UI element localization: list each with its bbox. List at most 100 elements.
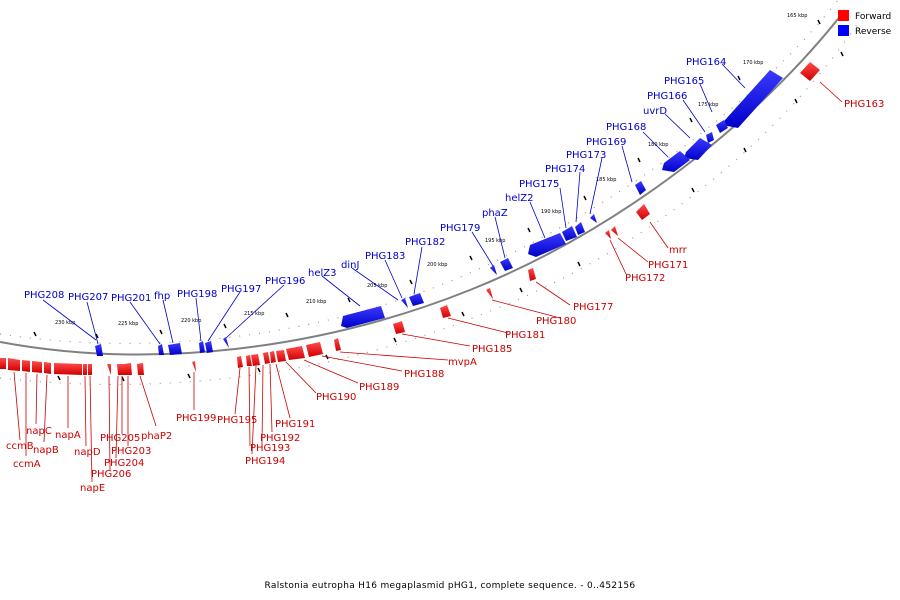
gene-label-PHG182[interactable]: PHG182 <box>405 237 445 248</box>
gene-label-dinJ[interactable]: dinJ <box>341 260 359 271</box>
gene-label-PHG191[interactable]: PHG191 <box>275 419 315 430</box>
gene-label-PHG201[interactable]: PHG201 <box>111 293 151 304</box>
gene-arrow-PHG174[interactable] <box>575 222 585 235</box>
gene-arrow-PHG165[interactable] <box>716 120 728 133</box>
gene-label-helZ3[interactable]: helZ3 <box>308 268 336 279</box>
gene-label-PHG165[interactable]: PHG165 <box>664 76 704 87</box>
gene-label-PHG174[interactable]: PHG174 <box>545 164 585 175</box>
gene-arrow-PHG194[interactable] <box>246 355 252 366</box>
gene-label-napB[interactable]: napB <box>33 445 59 456</box>
gene-arrow-fhp[interactable] <box>168 343 182 355</box>
gene-label-PHG189[interactable]: PHG189 <box>359 382 399 393</box>
gene-arrow-napB[interactable] <box>44 362 51 374</box>
gene-label-PHG183[interactable]: PHG183 <box>365 251 405 262</box>
gene-label-PHG185[interactable]: PHG185 <box>472 344 512 355</box>
gene-label-PHG177[interactable]: PHG177 <box>573 302 613 313</box>
gene-arrow-PHG189[interactable] <box>286 346 305 360</box>
gene-label-PHG181[interactable]: PHG181 <box>505 330 545 341</box>
gene-arrow-PHG204[interactable] <box>121 364 126 375</box>
gene-label-napE[interactable]: napE <box>80 483 105 494</box>
gene-arrow-PHG190[interactable] <box>276 350 286 362</box>
gene-arrow-PHG166[interactable] <box>706 132 714 143</box>
gene-label-napD[interactable]: napD <box>74 447 101 458</box>
gene-label-PHG195[interactable]: PHG195 <box>217 415 257 426</box>
gene-label-PHG204[interactable]: PHG204 <box>104 458 144 469</box>
gene-label-mrr[interactable]: mrr <box>669 245 688 256</box>
gene-arrow-PHG164[interactable] <box>722 70 783 128</box>
gene-arrow-napA[interactable] <box>54 363 82 375</box>
gene-arrow-PHG177[interactable] <box>528 268 536 281</box>
gene-label-PHG198[interactable]: PHG198 <box>177 289 217 300</box>
gene-label-PHG203[interactable]: PHG203 <box>111 446 151 457</box>
gene-arrow-napD[interactable] <box>83 364 87 375</box>
gene-arrow-PHG169[interactable] <box>635 181 646 195</box>
gene-label-PHG199[interactable]: PHG199 <box>176 413 216 424</box>
gene-arrow-PHG196[interactable] <box>223 337 229 348</box>
gene-label-PHG194[interactable]: PHG194 <box>245 456 285 467</box>
gene-arrow-PHG182[interactable] <box>409 293 424 306</box>
gene-arrow-PHG172[interactable] <box>605 230 611 239</box>
gene-label-PHG192[interactable]: PHG192 <box>260 433 300 444</box>
gene-label-napA[interactable]: napA <box>55 430 81 441</box>
gene-label-PHG168[interactable]: PHG168 <box>606 122 646 133</box>
gene-arrow-ccmA[interactable] <box>8 358 20 371</box>
gene-arrow-helZ2[interactable] <box>528 233 566 257</box>
gene-arrow-PHG201[interactable] <box>158 344 164 355</box>
gene-label-PHG205[interactable]: PHG205 <box>100 433 140 444</box>
gene-label-PHG172[interactable]: PHG172 <box>625 273 665 284</box>
gene-arrow-PHG207[interactable] <box>95 344 103 356</box>
gene-label-mvpA[interactable]: mvpA <box>448 357 477 368</box>
gene-label-PHG193[interactable]: PHG193 <box>250 443 290 454</box>
gene-arrow-ccmB[interactable] <box>22 360 30 372</box>
gene-label-PHG180[interactable]: PHG180 <box>536 316 576 327</box>
gene-arrow-PHG185[interactable] <box>393 321 405 334</box>
gene-arrow-PHG195[interactable] <box>237 356 243 368</box>
gene-label-PHG166[interactable]: PHG166 <box>647 91 687 102</box>
gene-arrow-PHG206[interactable] <box>107 364 111 375</box>
gene-label-fhp[interactable]: fhp <box>154 291 170 302</box>
gene-label-PHG188[interactable]: PHG188 <box>404 369 444 380</box>
gene-arrow-mvpA[interactable] <box>334 338 341 351</box>
gene-label-PHG164[interactable]: PHG164 <box>686 57 726 68</box>
gene-arrow-PHG193[interactable] <box>251 354 260 366</box>
gene-label-PHG196[interactable]: PHG196 <box>265 276 305 287</box>
gene-arrow-helZ3[interactable] <box>341 306 385 328</box>
gene-label-PHG190[interactable]: PHG190 <box>316 392 356 403</box>
gene-arrow-uvrD[interactable] <box>684 138 712 160</box>
gene-arrow-PHG171[interactable] <box>611 226 618 236</box>
gene-label-phaZ[interactable]: phaZ <box>482 208 508 219</box>
gene-arrow-PHG175[interactable] <box>562 226 577 241</box>
gene-label-phaP2[interactable]: phaP2 <box>141 431 172 442</box>
gene-arrow-PHG188[interactable] <box>306 342 323 357</box>
gene-label-PHG169[interactable]: PHG169 <box>586 137 626 148</box>
gene-arrow-phaZ[interactable] <box>500 258 513 271</box>
gene-label-PHG207[interactable]: PHG207 <box>68 292 108 303</box>
gene-arrow-phaP2[interactable] <box>137 363 144 375</box>
gene-label-PHG171[interactable]: PHG171 <box>648 260 688 271</box>
gene-arrow-PHG198[interactable] <box>199 341 205 353</box>
gene-arrow-PHG168[interactable] <box>662 151 690 172</box>
gene-label-uvrD[interactable]: uvrD <box>643 106 667 117</box>
gene-arrow-napC[interactable] <box>32 361 42 373</box>
gene-arrow-PHG191[interactable] <box>270 351 276 363</box>
gene-arrow-PHG192[interactable] <box>263 352 270 364</box>
gene-arrow-PHG199[interactable] <box>192 361 196 372</box>
gene-label-PHG175[interactable]: PHG175 <box>519 179 559 190</box>
gene-arrow-PHG163[interactable] <box>800 62 820 81</box>
gene-label-PHG179[interactable]: PHG179 <box>440 223 480 234</box>
gene-label-ccmA[interactable]: ccmA <box>13 459 41 470</box>
gene-label-PHG206[interactable]: PHG206 <box>91 469 131 480</box>
gene-label-napC[interactable]: napC <box>26 426 52 437</box>
gene-label-PHG208[interactable]: PHG208 <box>24 290 64 301</box>
gene-arrow-PHG197[interactable] <box>205 341 213 353</box>
gene-arrow-mrr[interactable] <box>636 204 650 220</box>
gene-arrow-PHG180[interactable] <box>486 288 493 299</box>
gene-arrow-PHG183[interactable] <box>401 298 408 308</box>
gene-label-helZ2[interactable]: helZ2 <box>505 193 533 204</box>
gene-arrow-PHG173[interactable] <box>590 214 597 223</box>
gene-label-PHG197[interactable]: PHG197 <box>221 284 261 295</box>
gene-label-PHG173[interactable]: PHG173 <box>566 150 606 161</box>
gene-label-ccmB[interactable]: ccmB <box>6 441 34 452</box>
gene-label-PHG163[interactable]: PHG163 <box>844 99 884 110</box>
gene-arrow-PHG181[interactable] <box>440 305 451 318</box>
